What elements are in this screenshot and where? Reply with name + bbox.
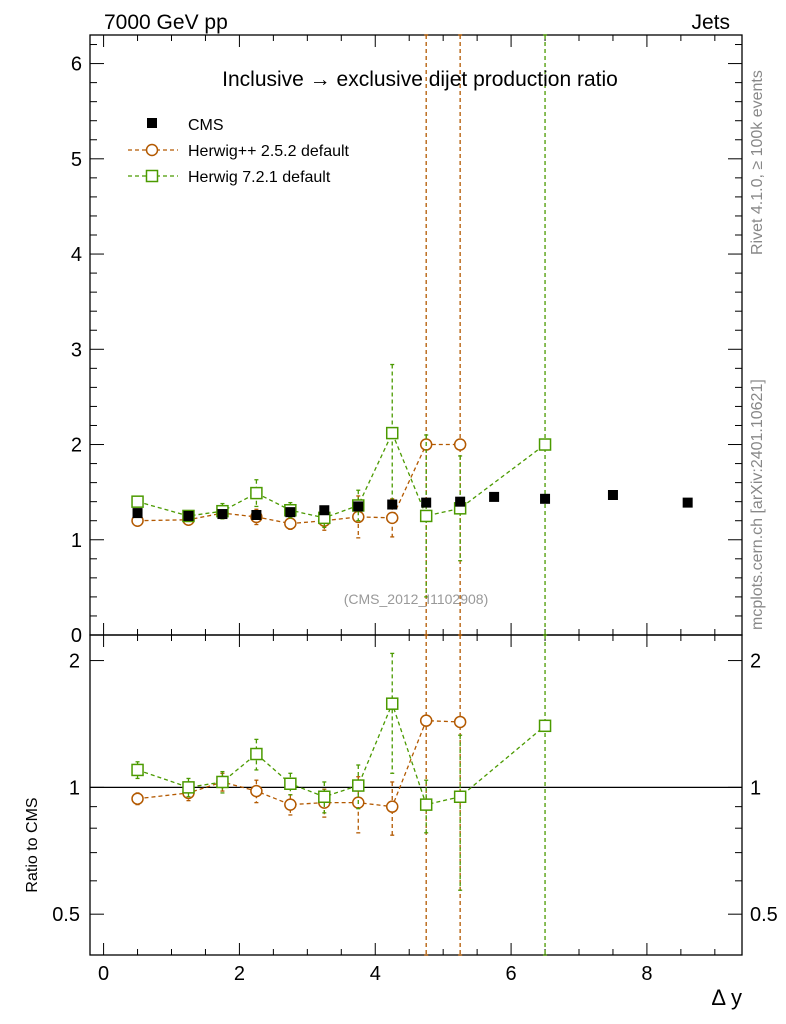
data-point-herwigpp [284, 798, 297, 811]
data-point-herwig7 [318, 790, 331, 804]
data-point-cms [183, 510, 194, 521]
data-point-herwig7 [284, 777, 297, 791]
x-tick-label: 2 [234, 963, 245, 985]
x-tick-label: 0 [98, 963, 109, 985]
y-tick-label: 3 [71, 339, 82, 361]
data-point-herwigpp [284, 517, 297, 530]
series-line [137, 431, 546, 519]
analysis-tag: (CMS_2012_I1102908) [344, 591, 489, 607]
ratio-y-tick-label: 0.5 [52, 904, 80, 926]
legend-label-herwig7: Herwig 7.2.1 default [188, 169, 331, 186]
ratio-y-tick-label-right: 1 [750, 777, 761, 799]
data-point-herwig7 [131, 763, 144, 777]
data-point-herwig7 [385, 426, 399, 440]
data-point-cms [319, 505, 330, 516]
y-tick-label: 2 [71, 435, 82, 457]
data-point-cms [489, 491, 500, 502]
x-axis-label: Δ y [711, 985, 742, 1010]
data-point-herwig7 [250, 486, 263, 500]
x-tick-label: 6 [506, 963, 517, 985]
y-tick-label: 1 [71, 530, 82, 552]
rivet-label: Rivet 4.1.0, ≥ 100k events [749, 70, 766, 255]
legend-marker-herwigpp [145, 143, 159, 157]
ratio-panel: 0 2 4 6 8 0.5 0.5 1 1 2 2 [52, 634, 778, 985]
data-point-herwigpp [453, 715, 467, 729]
data-point-cms [540, 493, 551, 504]
data-point-cms [353, 501, 364, 512]
ratio-y-tick-label: 2 [69, 651, 80, 673]
series-line [137, 719, 461, 808]
data-point-herwig7 [216, 775, 229, 789]
ratio-y-tick-label-right: 0.5 [750, 904, 778, 926]
energy-label: 7000 GeV pp [104, 11, 228, 34]
data-point-cms [455, 496, 466, 507]
data-point-herwig7 [352, 779, 365, 792]
data-point-cms [132, 508, 143, 519]
legend: CMS Herwig++ 2.5.2 default Herwig 7.2.1 … [128, 117, 350, 186]
data-point-herwig7 [182, 781, 195, 794]
ratio-y-tick-label-right: 2 [750, 651, 761, 673]
legend-marker-herwig7 [145, 169, 159, 183]
y-tick-label: 0 [71, 625, 82, 647]
main-panel: 0 1 2 3 4 5 6 [71, 34, 743, 647]
data-point-herwigpp [385, 511, 399, 525]
data-point-cms [251, 510, 262, 520]
data-point-herwig7 [419, 509, 433, 523]
data-point-herwig7 [250, 747, 263, 761]
mcplots-label: mcplots.cern.ch [arXiv:2401.10621] [749, 379, 766, 630]
series-line [137, 443, 461, 525]
data-point-cms [421, 497, 432, 508]
data-point-herwigpp [453, 438, 467, 451]
ratio-plot-frame [89, 634, 743, 956]
process-label: Jets [691, 11, 730, 34]
data-point-herwig7 [538, 438, 552, 451]
ratio-y-tick-label: 1 [69, 777, 80, 799]
x-tick-label: 4 [370, 963, 381, 985]
data-point-herwig7 [385, 697, 399, 710]
data-point-herwig7 [131, 495, 144, 508]
y-tick-label: 4 [71, 244, 82, 266]
ratio-y-axis-label: Ratio to CMS [24, 797, 41, 892]
legend-marker-cms [147, 118, 157, 128]
data-point-herwig7 [419, 798, 433, 811]
data-point-cms [285, 507, 296, 518]
y-tick-label: 6 [71, 54, 82, 76]
x-tick-label: 8 [641, 963, 652, 985]
chart-title: Inclusive → exclusive dijet production r… [222, 68, 618, 91]
series-line [137, 701, 546, 806]
data-point-herwigpp [250, 784, 263, 798]
data-point-herwig7 [453, 790, 467, 804]
data-point-herwigpp [131, 792, 144, 805]
data-point-cms [682, 497, 693, 508]
legend-label-cms: CMS [188, 117, 224, 134]
legend-label-herwigpp: Herwig++ 2.5.2 default [188, 143, 350, 160]
data-point-cms [607, 490, 618, 500]
data-point-herwigpp [385, 800, 399, 813]
y-tick-label: 5 [71, 149, 82, 171]
data-point-cms [217, 509, 228, 520]
data-point-cms [387, 499, 398, 510]
data-point-herwig7 [538, 719, 552, 733]
data-point-herwigpp [419, 714, 433, 727]
